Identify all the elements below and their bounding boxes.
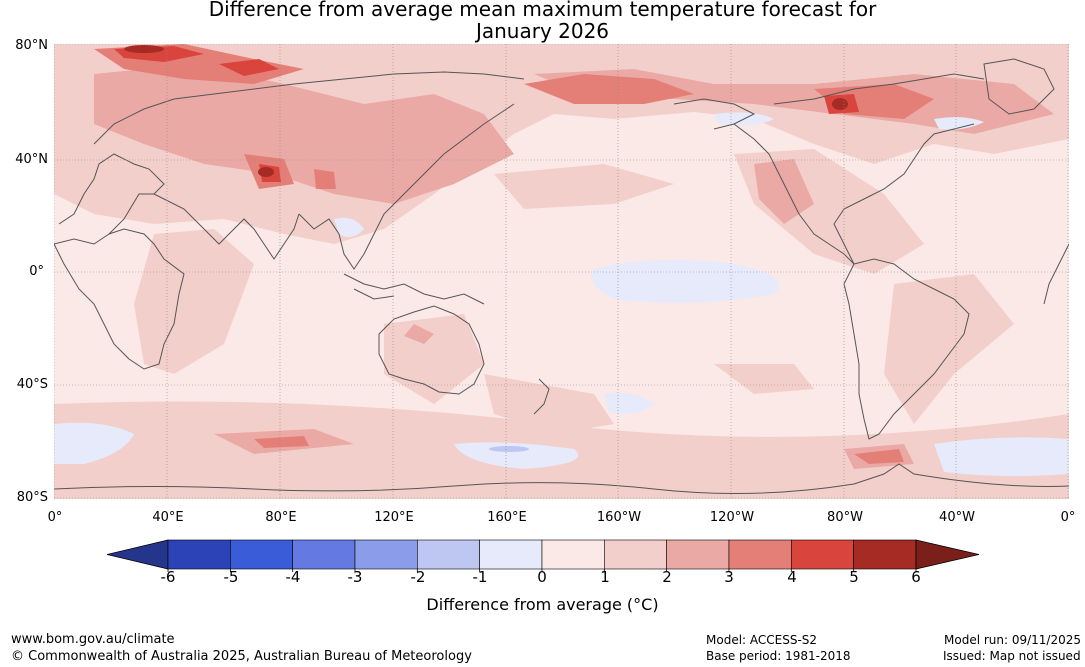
graticule	[54, 44, 1069, 499]
colorbar-segment	[167, 539, 231, 570]
footer-website: www.bom.gov.au/climate	[11, 632, 175, 647]
footer-issued: Issued: Map not issued	[943, 649, 1081, 663]
colorbar-extend-low	[107, 539, 169, 570]
colorbar-tick: -2	[410, 568, 426, 586]
colorbar-segment	[479, 539, 543, 570]
lon-label-40w: 40°W	[939, 510, 975, 525]
colorbar-tick: 5	[849, 568, 859, 586]
lon-label-120e: 120°E	[374, 510, 414, 525]
colorbar-tick: 6	[911, 568, 921, 586]
lon-label-80w: 80°W	[827, 510, 863, 525]
colorbar-tick: 3	[724, 568, 734, 586]
colorbar-segment	[541, 539, 605, 570]
colorbar-segment	[354, 539, 418, 570]
colorbar-tick: -1	[472, 568, 488, 586]
lon-label-40e: 40°E	[152, 510, 184, 525]
colorbar-segment	[728, 539, 792, 570]
anomaly-map	[54, 44, 1069, 499]
colorbar-tick: 0	[537, 568, 547, 586]
footer-copyright: © Commonwealth of Australia 2025, Austra…	[11, 649, 472, 664]
lon-label-120w: 120°W	[709, 510, 755, 525]
footer-base-period: Base period: 1981-2018	[706, 649, 851, 663]
lat-label-80n: 80°N	[15, 38, 48, 53]
lon-label-0-right: 0°	[1060, 510, 1076, 525]
colorbar-segment	[790, 539, 854, 570]
anomaly-band-negative	[54, 112, 1069, 477]
lat-label-40n: 40°N	[15, 152, 48, 167]
map-title-line2: January 2026	[475, 19, 610, 43]
colorbar-segment	[604, 539, 667, 570]
coastlines	[54, 58, 1069, 494]
lon-label-80e: 80°E	[265, 510, 297, 525]
colorbar-tick: -4	[285, 568, 301, 586]
colorbar-tick: -3	[347, 568, 363, 586]
footer-model: Model: ACCESS-S2	[706, 633, 818, 647]
colorbar-segment	[853, 539, 917, 570]
colorbar-segment	[230, 539, 293, 570]
anomaly-negative-minus1-2	[489, 446, 529, 452]
colorbar-tick: 1	[600, 568, 610, 586]
colorbar-segment	[666, 539, 730, 570]
colorbar-tick: -5	[223, 568, 239, 586]
anomaly-band-4-5	[114, 46, 859, 182]
lon-label-160e: 160°E	[487, 510, 527, 525]
colorbar-extend-high	[915, 539, 979, 570]
colorbar-label: Difference from average (°C)	[426, 595, 659, 614]
footer-model-run: Model run: 09/11/2025	[944, 633, 1082, 647]
colorbar-tick: 2	[662, 568, 672, 586]
map-title-line1: Difference from average mean maximum tem…	[208, 0, 877, 21]
lon-label-160w: 160°W	[596, 510, 642, 525]
colorbar-segment	[417, 539, 480, 570]
lat-label-0: 0°	[29, 264, 44, 279]
colorbar-segment	[292, 539, 356, 570]
lon-label-0-left: 0°	[47, 510, 63, 525]
lat-label-80s: 80°S	[16, 490, 48, 505]
colorbar-tick: 4	[787, 568, 797, 586]
lat-label-40s: 40°S	[16, 377, 48, 392]
colorbar	[107, 539, 979, 572]
colorbar-tick: -6	[160, 568, 176, 586]
